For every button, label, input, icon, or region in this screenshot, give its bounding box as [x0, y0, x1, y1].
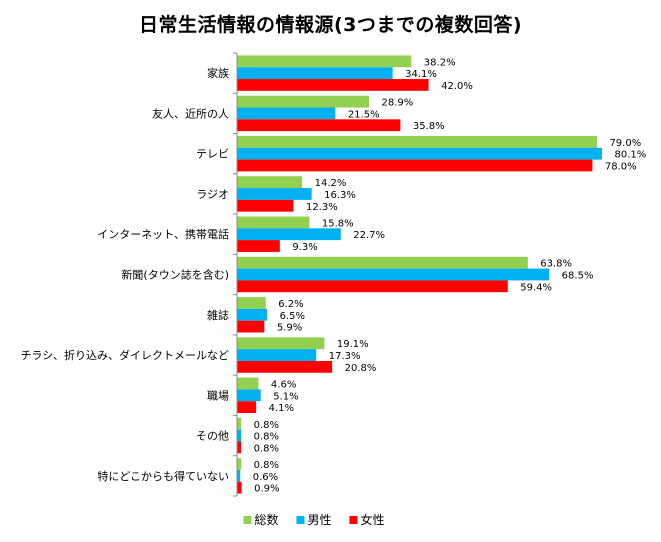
data-label: 5.1%: [273, 391, 298, 402]
bar-total: [237, 176, 303, 189]
bar-total: [237, 297, 266, 309]
bar-male: [237, 469, 241, 482]
bar-total: [237, 417, 242, 430]
data-label: 9.3%: [292, 242, 317, 253]
bar-female: [237, 320, 265, 333]
category-label: チラシ、折り込み、ダイレクトメールなど: [20, 348, 229, 362]
legend-label: 男性: [308, 513, 332, 527]
data-label: 28.9%: [381, 98, 413, 109]
data-label: 19.1%: [337, 339, 369, 350]
data-label: 4.1%: [269, 403, 294, 414]
bar-female: [237, 79, 429, 91]
bar-male: [237, 268, 550, 281]
data-label: 79.0%: [609, 138, 641, 149]
bar-male: [237, 349, 317, 361]
data-label: 21.5%: [348, 109, 380, 120]
data-label: 15.8%: [322, 218, 354, 229]
chart-title: 日常生活情報の情報源(3つまでの複数回答): [138, 14, 523, 36]
category-label: 特にどこからも得ていない: [97, 469, 229, 483]
data-label: 17.3%: [329, 351, 361, 362]
category-label: テレビ: [196, 148, 229, 161]
data-label: 0.9%: [254, 484, 279, 495]
data-label: 78.0%: [605, 161, 637, 172]
data-label: 0.8%: [254, 432, 279, 443]
data-label: 0.8%: [254, 420, 279, 431]
data-label: 0.8%: [254, 460, 279, 471]
legend-label: 女性: [361, 512, 385, 527]
data-label: 34.1%: [405, 69, 437, 80]
data-label: 12.3%: [306, 202, 338, 213]
bar-female: [237, 119, 401, 132]
bar-female: [237, 280, 508, 293]
data-label: 38.2%: [424, 57, 456, 68]
data-label: 68.5%: [562, 271, 594, 282]
data-label: 14.2%: [315, 178, 347, 189]
bar-total: [237, 256, 528, 269]
category-label: 家族: [207, 66, 229, 80]
bar-male: [237, 308, 268, 321]
label-layer: 38.2% 28.9% 79.0% 14.2% 15.8% 63.8% 6.2% 19.1% 4…: [253, 57, 647, 494]
data-label: 35.8%: [413, 121, 445, 132]
bar-female: [237, 240, 280, 252]
category-label: インターネット、携帯電話: [97, 227, 229, 241]
bar-male: [237, 228, 341, 241]
data-label: 42.0%: [441, 81, 473, 92]
data-label: 4.6%: [271, 380, 296, 391]
bar-female: [237, 401, 257, 414]
data-label: 80.1%: [614, 150, 646, 161]
bar-layer: [237, 55, 602, 494]
data-label: 6.5%: [280, 311, 305, 322]
bar-total: [237, 135, 597, 148]
bar-female: [237, 481, 242, 494]
category-label: 職場: [207, 389, 229, 402]
data-label: 0.8%: [254, 443, 279, 454]
data-label: 22.7%: [353, 230, 385, 241]
bar-male: [237, 147, 602, 160]
data-label: 16.3%: [324, 190, 356, 201]
data-label: 59.4%: [520, 282, 552, 293]
bar-female: [237, 360, 333, 373]
category-label: 雑誌: [207, 308, 229, 322]
bar-male: [237, 389, 261, 402]
data-label: 63.8%: [540, 259, 572, 270]
legend-label: 総数: [255, 512, 279, 527]
bar-female: [237, 159, 593, 172]
legend: 総数 男性 女性: [243, 512, 385, 527]
bar-female: [237, 199, 294, 212]
category-label: その他: [196, 430, 229, 443]
data-label: 6.2%: [278, 299, 303, 310]
bar-male: [237, 107, 336, 120]
bar-total: [237, 55, 412, 68]
bar-total: [237, 377, 259, 390]
bar-female: [237, 441, 242, 454]
bar-male: [237, 188, 312, 200]
legend-swatch: [243, 516, 252, 524]
legend-swatch: [349, 516, 358, 524]
bar-total: [237, 458, 242, 470]
bar-total: [237, 95, 369, 108]
bar-total: [237, 337, 325, 350]
legend-swatch: [296, 516, 305, 524]
bar-male: [237, 429, 242, 442]
bar-male: [237, 67, 393, 80]
category-label: ラジオ: [196, 188, 229, 201]
data-label: 0.6%: [253, 472, 278, 483]
bar-total: [237, 216, 310, 229]
category-label: 友人、近所の人: [152, 106, 229, 120]
data-label: 5.9%: [277, 323, 302, 334]
category-label: 新聞(タウン誌を含む): [121, 268, 229, 282]
data-label: 20.8%: [345, 363, 377, 374]
